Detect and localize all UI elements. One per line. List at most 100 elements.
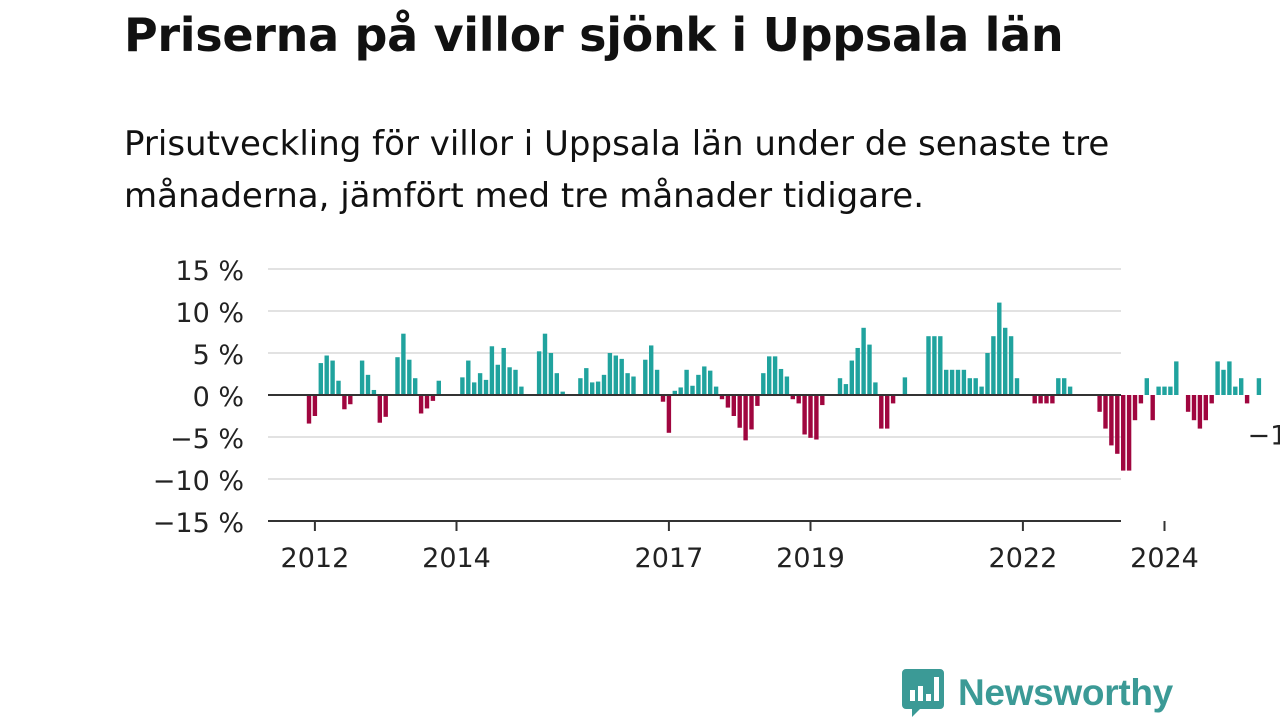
newsworthy-brand: Newsworthy: [902, 668, 1173, 718]
bar: [348, 395, 353, 405]
bar: [536, 351, 542, 395]
annotation-bg: [1243, 420, 1280, 453]
bar: [1215, 361, 1220, 395]
bar: [985, 353, 990, 395]
bar: [849, 360, 854, 395]
bar: [407, 359, 412, 395]
bar: [483, 379, 489, 395]
bar: [973, 378, 978, 395]
bar: [926, 336, 931, 395]
bar: [708, 370, 713, 395]
bar: [890, 395, 896, 404]
bar: [684, 369, 689, 395]
bar: [879, 395, 884, 429]
bar: [1132, 395, 1138, 421]
bar: [814, 395, 819, 440]
bar: [997, 302, 1002, 395]
bar: [961, 369, 967, 395]
bar: [377, 395, 382, 423]
bar: [365, 374, 371, 395]
bar: [548, 353, 554, 395]
bar: [413, 378, 418, 395]
bar: [743, 395, 748, 441]
bar: [1014, 378, 1020, 395]
bar: [1109, 395, 1114, 446]
bar: [306, 395, 312, 424]
x-tick-label: 2022: [989, 543, 1058, 574]
bar: [330, 360, 335, 395]
bar: [784, 376, 790, 395]
bar: [837, 378, 843, 395]
bar: [767, 356, 772, 395]
bar: [495, 364, 500, 395]
chart-subtitle: Prisutveckling för villor i Uppsala län …: [124, 124, 1110, 216]
bar: [979, 386, 984, 395]
bar: [772, 356, 778, 395]
bar: [430, 395, 436, 401]
bar: [932, 336, 937, 395]
newsworthy-logo-icon: [902, 669, 944, 717]
bar: [359, 360, 365, 395]
bar: [1168, 386, 1173, 395]
y-tick-label: −5 %: [170, 424, 244, 455]
bar: [513, 369, 518, 395]
bar: [560, 391, 565, 395]
bar: [1191, 395, 1197, 421]
bar: [1126, 395, 1132, 471]
bar: [1197, 395, 1203, 429]
bar: [1115, 395, 1120, 454]
bar: [737, 395, 742, 428]
bar: [1003, 327, 1008, 395]
bar: [324, 355, 329, 395]
bar: [318, 363, 323, 395]
x-tick-label: 2019: [776, 543, 845, 574]
bar: [584, 368, 589, 395]
bar: [1162, 386, 1167, 395]
bar: [949, 369, 955, 395]
bar: [625, 373, 630, 395]
y-tick-label: 10 %: [175, 298, 244, 329]
bar: [1244, 395, 1250, 404]
bar: [796, 395, 801, 404]
bar: [967, 378, 972, 395]
bar: [601, 374, 607, 395]
bar: [672, 390, 677, 395]
bar: [1156, 386, 1161, 395]
bar: [1174, 361, 1179, 395]
bar: [802, 395, 807, 435]
bar: [696, 374, 701, 395]
bar: [991, 336, 996, 395]
bar: [1067, 386, 1073, 395]
brand-name: Newsworthy: [958, 672, 1173, 713]
bar: [885, 395, 890, 429]
bar: [418, 395, 424, 414]
bar: [1144, 378, 1149, 395]
bar: [678, 387, 683, 395]
bars: [306, 302, 1262, 471]
bar: [725, 395, 731, 408]
bar: [643, 359, 648, 395]
bar: [755, 395, 760, 406]
bar: [790, 395, 795, 400]
y-tick-label: −10 %: [153, 466, 244, 497]
x-axis-labels: 2012 2014 2017 2019 2022 2024: [281, 521, 1199, 574]
x-tick-label: 2024: [1130, 543, 1199, 574]
bar: [861, 327, 866, 395]
bar: [371, 389, 377, 395]
bar: [1185, 395, 1191, 412]
bar: [554, 373, 559, 395]
bar: [1256, 378, 1262, 395]
bar: [472, 382, 477, 395]
bar: [1050, 395, 1055, 404]
bar: [607, 353, 613, 395]
bar: [855, 347, 860, 395]
bar: [1032, 395, 1037, 404]
bar: [666, 395, 672, 433]
bar: [383, 395, 388, 417]
bar: [1221, 369, 1226, 395]
gridlines: [268, 268, 1121, 480]
bar: [1227, 361, 1232, 395]
bar: [944, 369, 949, 395]
bar: [1038, 395, 1043, 404]
bar: [501, 347, 506, 395]
